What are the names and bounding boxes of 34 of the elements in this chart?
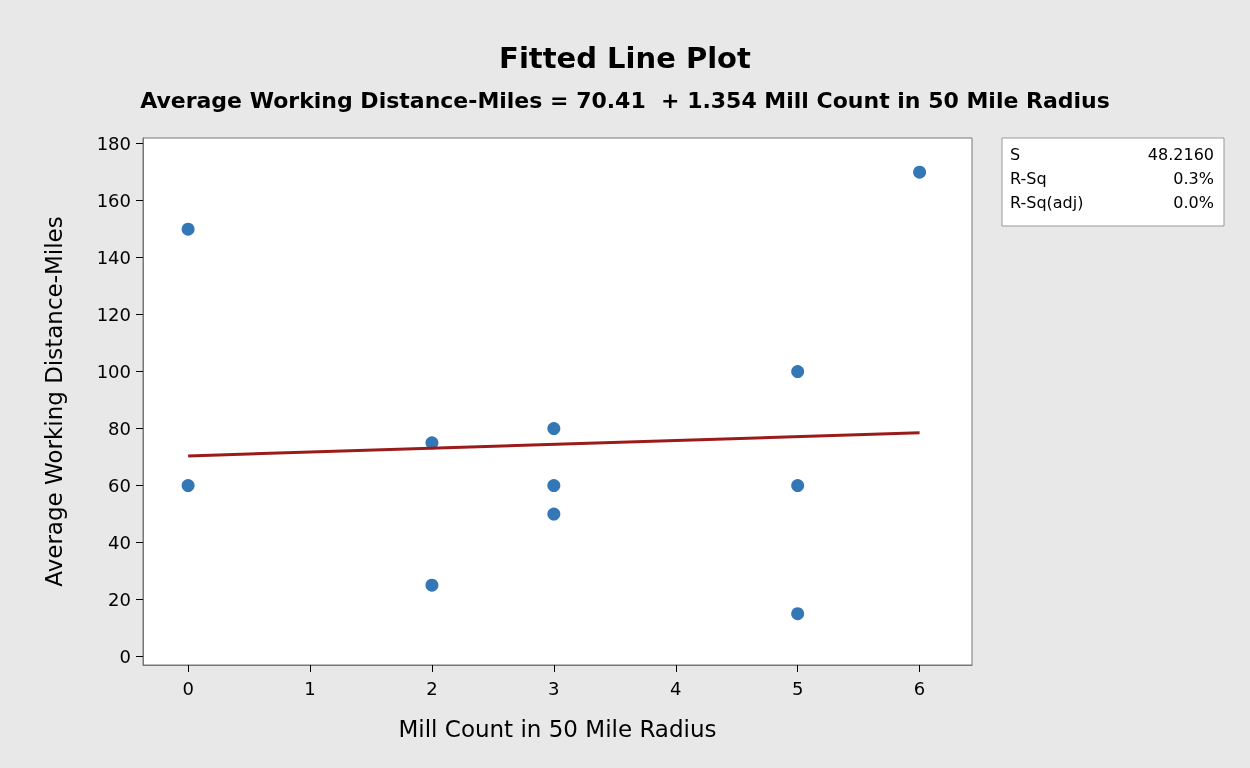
x-tick-label: 2 xyxy=(426,677,438,699)
x-tick-label: 3 xyxy=(548,677,560,699)
y-tick-label: 120 xyxy=(96,304,131,326)
point xyxy=(181,479,195,493)
chart-subtitle: Average Working Distance-Miles = 70.41 + 1.354 Mill Count in 50 Mile Radius xyxy=(140,87,1110,113)
chart-title: Fitted Line Plot xyxy=(499,40,752,75)
y-tick-label: 140 xyxy=(96,247,131,269)
y-tick-label: 0 xyxy=(119,645,131,667)
text: R-Sq(adj) 0.0% xyxy=(1010,192,1215,212)
x-axis-title: Mill Count in 50 Mile Radius xyxy=(398,715,717,742)
point xyxy=(791,607,805,621)
point xyxy=(547,422,561,436)
point xyxy=(791,365,805,379)
y-tick-label: 40 xyxy=(108,532,131,554)
text: R-Sq 0.3% xyxy=(1010,168,1215,188)
point xyxy=(547,479,561,493)
x-tick-label: 5 xyxy=(791,677,804,699)
x-tick-label: 0 xyxy=(182,677,194,699)
y-tick-label: 160 xyxy=(96,190,131,212)
y-tick-label: 80 xyxy=(108,418,131,440)
x-tick-label: 6 xyxy=(913,677,926,699)
x-tick-label: 4 xyxy=(670,677,682,699)
y-tick-label: 60 xyxy=(108,475,131,497)
x-tick-label: 1 xyxy=(304,677,316,699)
y-tick-label: 20 xyxy=(108,588,131,610)
point xyxy=(791,479,805,493)
y-tick-label: 180 xyxy=(96,133,131,155)
y-axis-title: Average Working Distance-Miles xyxy=(40,216,67,587)
point xyxy=(913,165,927,179)
point xyxy=(181,222,195,236)
y-tick-label: 100 xyxy=(96,361,131,383)
point xyxy=(425,578,439,592)
text: S 48.2160 xyxy=(1010,144,1215,164)
point xyxy=(547,507,561,521)
